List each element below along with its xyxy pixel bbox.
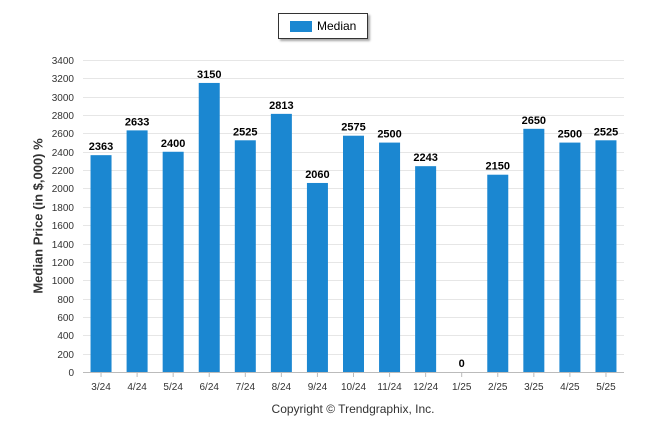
y-tick-label: 3400 <box>52 56 75 67</box>
y-tick-label: 3000 <box>52 93 75 104</box>
y-tick-label: 2400 <box>52 148 75 159</box>
data-label: 2060 <box>305 169 329 181</box>
y-tick-label: 3200 <box>52 74 75 85</box>
legend: Median <box>278 13 368 39</box>
legend-swatch-median <box>290 20 312 32</box>
data-label: 2575 <box>341 122 365 134</box>
y-tick-label: 1800 <box>52 203 75 214</box>
x-tick-label: 1/25 <box>452 382 472 393</box>
copyright-text: Copyright © Trendgraphix, Inc. <box>271 402 435 416</box>
data-label: 2400 <box>161 138 185 150</box>
bar <box>234 140 256 372</box>
bar <box>198 82 220 373</box>
x-tick-label: 10/24 <box>341 382 366 393</box>
x-tick-label: 11/24 <box>377 382 402 393</box>
data-labels: 2363 2633 2400 3150 2525 2813 2060 2575 2500 2243… <box>89 69 618 370</box>
x-tick-label: 7/24 <box>236 382 256 393</box>
bar <box>162 151 184 372</box>
data-label: 2500 <box>558 129 582 141</box>
y-tick-label: 2000 <box>52 184 75 195</box>
bar <box>90 155 112 372</box>
bar <box>559 142 581 372</box>
bar <box>306 182 328 372</box>
data-label: 2243 <box>413 152 437 164</box>
data-label: 2813 <box>269 100 293 112</box>
y-tick-label: 2800 <box>52 111 75 122</box>
x-tick-label: 12/24 <box>413 382 438 393</box>
bars <box>90 82 617 373</box>
x-tick-label: 4/25 <box>560 382 580 393</box>
x-tick-label: 5/25 <box>596 382 616 393</box>
x-tick-labels: 3/24 4/24 5/24 6/24 7/24 8/24 9/24 10/24 11/24 12… <box>91 372 616 393</box>
data-label: 2500 <box>377 129 401 141</box>
y-tick-label: 1000 <box>52 276 75 287</box>
data-label: 2150 <box>486 161 510 173</box>
bar <box>126 130 148 372</box>
y-tick-labels: 0 200 400 600 800 1000 1200 1400 1600 1800 2000 220… <box>52 56 75 379</box>
x-tick-label: 9/24 <box>308 382 328 393</box>
bar <box>343 135 364 372</box>
x-tick-label: 3/24 <box>91 382 111 393</box>
bar <box>379 142 401 372</box>
x-tick-label: 2/25 <box>488 382 508 393</box>
data-label: 2633 <box>125 116 149 128</box>
y-tick-label: 1600 <box>52 221 75 232</box>
x-tick-label: 5/24 <box>163 382 183 393</box>
data-label: 2650 <box>522 115 546 127</box>
x-tick-label: 3/25 <box>524 382 544 393</box>
y-tick-label: 200 <box>57 350 74 361</box>
x-tick-label: 4/24 <box>127 382 147 393</box>
data-label: 0 <box>459 358 465 370</box>
y-tick-label: 800 <box>57 295 74 306</box>
y-tick-label: 400 <box>57 331 74 342</box>
x-tick-label: 8/24 <box>272 382 292 393</box>
bar <box>595 140 617 372</box>
y-tick-label: 2200 <box>52 166 75 177</box>
y-tick-label: 1400 <box>52 240 75 251</box>
data-label: 2525 <box>594 126 618 138</box>
x-tick-label: 6/24 <box>199 382 219 393</box>
y-tick-label: 2600 <box>52 129 75 140</box>
legend-label-median: Median <box>317 19 357 33</box>
bar <box>270 113 292 373</box>
y-tick-label: 600 <box>57 313 74 324</box>
data-label: 2525 <box>233 126 257 138</box>
bar <box>415 166 437 372</box>
data-label: 3150 <box>197 69 221 81</box>
bar <box>487 174 509 372</box>
y-tick-label: 1200 <box>52 258 75 269</box>
data-label: 2363 <box>89 141 113 153</box>
bar <box>523 128 545 372</box>
y-tick-label: 0 <box>68 368 74 379</box>
